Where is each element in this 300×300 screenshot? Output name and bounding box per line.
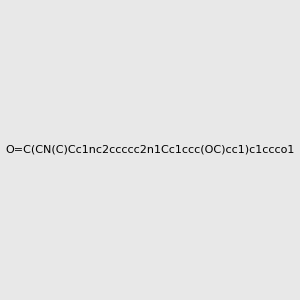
Text: O=C(CN(C)Cc1nc2ccccc2n1Cc1ccc(OC)cc1)c1ccco1: O=C(CN(C)Cc1nc2ccccc2n1Cc1ccc(OC)cc1)c1c… <box>5 145 295 155</box>
